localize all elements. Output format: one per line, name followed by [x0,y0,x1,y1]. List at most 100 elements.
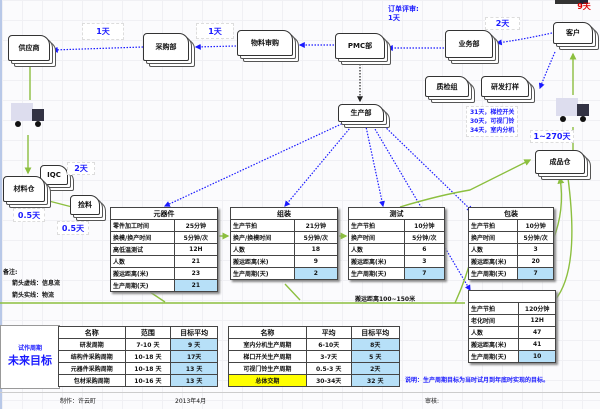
table-title: 元器件 [110,207,218,220]
table-row: 搬运距离(米) 23 [110,267,219,280]
pmc-node[interactable]: PMC部 [335,33,385,59]
target-note: 说明：生产周期目标为当时试月到年底时实现的目标。 [405,377,550,384]
metric-label: 人数 [467,243,519,256]
iqc-days: 2天 [67,162,95,175]
table-row: 换产时间 5分钟/次 [467,231,554,244]
metric-label: 换产时间 [467,231,519,244]
target-cell: 2天 [350,362,401,375]
metric-value: 10 [518,350,556,363]
metric-value: 6 [403,243,446,256]
table-row: 生产节拍 21分钟 [230,219,339,232]
order-review-label: 订单评审: [388,5,419,13]
metric-label: 换产/换模时间 [230,231,295,244]
process-table-components: 元器件 零件加工时间 25分钟 换模/换产时间 5分钟/次 高低温测试 12H 人数 21 搬运距… [110,207,219,292]
shipping-days: 1~270天 [530,130,574,143]
table-row: 生产节拍 10分钟 [348,219,446,232]
qc-group-node[interactable]: 质检组 [425,76,469,97]
sales-node[interactable]: 业务部 [445,30,493,58]
metric-label: 人数 [110,255,175,268]
purchasing-node[interactable]: 采购部 [143,33,189,61]
column-header: 名称 [228,326,307,339]
metric-value: 12H [518,314,556,327]
lead-time-supplier: 1天 [82,23,124,40]
footer-reviewer: 审核: [425,398,440,405]
metric-label: 老化时间 [467,314,520,327]
metric-value: 21分钟 [293,219,339,232]
metric-value: 41 [518,338,556,351]
table-header-row: 元器件 [110,207,218,220]
target-cell: 13 天 [170,362,218,375]
truck-icon-top [555,0,588,4]
picking-node[interactable]: 捡料 [70,195,100,215]
name-cell: 室内分机生产周期 [228,338,307,351]
metric-value: 9 [293,255,339,268]
name-cell: 包材采购周期 [58,374,126,387]
rd-notes: 31天，梯控开关 30天，可视门铃 34天，室内分机 [466,106,519,137]
target-small-title: 试作周期 [17,345,42,352]
metric-label: 搬运距离(米) [467,338,520,351]
table-row: 人数 21 [110,255,219,268]
metric-label: 人数 [348,243,405,256]
target-cell: 32 天 [350,374,401,387]
material-line-t1-baseline [149,291,166,303]
metric-value: 20 [517,255,554,268]
metric-label: 搬运距离(米) [110,267,175,280]
material-line-t5-fg [554,177,573,301]
material-review-node[interactable]: 物料审购 [237,30,293,56]
metric-value: 18 [293,243,339,256]
table-row: 换产/换模时间 5分钟/次 [230,231,339,244]
table-row: 生产周期(天) 21 [110,279,219,292]
metric-value: 3 [403,255,446,268]
metric-value: 21 [173,279,219,292]
metric-label: 换模/换产时间 [110,231,175,244]
finished-goods-node[interactable]: 成品仓 [535,150,585,174]
material-warehouse-node[interactable]: 材料仓 [3,176,45,202]
table-row: 换模/换产时间 5分钟/次 [110,231,219,244]
range-cell: 10-18 天 [124,350,172,363]
range-cell: 0.5-3 天 [305,362,352,375]
rd-sample-node[interactable]: 研发打样 [481,76,529,97]
table-title [468,290,556,303]
truck-icon-supplier [11,103,44,127]
customer-node[interactable]: 客户 [553,22,593,44]
metric-label: 搬运距离(米) [348,255,405,268]
table-header-row: 测试 [348,207,445,220]
metric-value: 2 [293,267,339,280]
metric-value: 12H [173,243,219,256]
table-row: 可视门铃生产周期 0.5-3 天 2天 [228,362,401,375]
table-row: 人数 18 [230,243,339,256]
table-row: 搬运距离(米) 20 [467,255,554,268]
table-header-row: 包装 [468,207,554,220]
material-line-t3-t4 [399,159,532,208]
metric-value: 120分钟 [518,302,556,315]
table-row: 结构件采购周期 10-18 天 17天 [58,350,218,363]
target-title-box: 试作周期 未来目标 [0,325,60,389]
target-big-title: 未来目标 [8,354,52,367]
supplier-node[interactable]: 供应商 [8,35,50,61]
iqc-node[interactable]: IQC [40,165,68,185]
column-header: 目标平均 [350,326,401,339]
metric-value: 7 [403,267,446,280]
metric-label: 生产节拍 [467,219,519,232]
table-header-row [468,290,556,303]
footer-divider [0,392,600,393]
metric-label: 生产周期(天) [467,267,519,280]
metric-value: 5分钟/次 [173,231,219,244]
table-row: 人数 6 [348,243,446,256]
info-arrow-review-purchasing [194,43,237,50]
table-row: 人数 3 [467,243,554,256]
rd-note: 34天，室内分机 [470,127,515,134]
range-cell: 3-7天 [305,350,352,363]
info-arrow-customer-rd [538,51,556,90]
table-row: 生产节拍 120分钟 [467,302,556,315]
metric-value: 21 [173,255,219,268]
footer-date: 2013年4月 [175,398,207,405]
table-title: 包装 [468,207,554,220]
table-row: 室内分机生产周期 6-10天 8天 [228,338,401,351]
metric-label: 人数 [230,243,295,256]
table-row: 生产节拍 10分钟 [467,219,554,232]
production-node[interactable]: 生产部 [338,104,384,122]
name-cell: 结构件采购周期 [58,350,126,363]
rd-note: 30天，可视门铃 [470,118,515,125]
